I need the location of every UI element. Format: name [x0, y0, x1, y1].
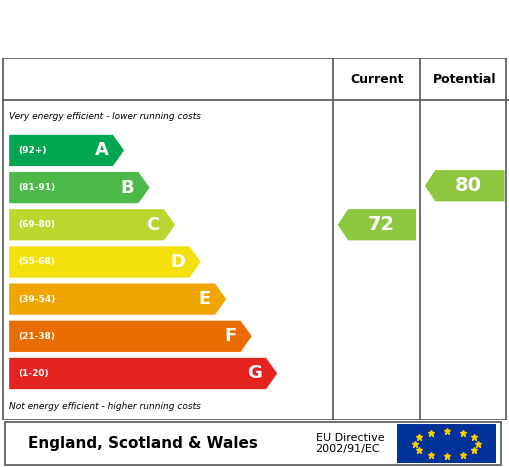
Polygon shape: [9, 283, 226, 315]
Polygon shape: [9, 358, 277, 389]
Polygon shape: [9, 209, 175, 241]
Polygon shape: [9, 135, 124, 166]
Text: 80: 80: [455, 176, 482, 195]
Text: E: E: [199, 290, 211, 308]
Text: England, Scotland & Wales: England, Scotland & Wales: [27, 436, 258, 451]
Text: (92+): (92+): [18, 146, 47, 155]
Text: B: B: [121, 178, 134, 197]
Polygon shape: [9, 172, 150, 203]
Text: EU Directive
2002/91/EC: EU Directive 2002/91/EC: [316, 433, 384, 454]
Polygon shape: [9, 321, 252, 352]
Text: G: G: [247, 364, 262, 382]
Text: Current: Current: [350, 73, 404, 85]
Text: (69-80): (69-80): [18, 220, 55, 229]
Text: (55-68): (55-68): [18, 257, 55, 267]
Bar: [397, 424, 496, 463]
Text: F: F: [224, 327, 237, 345]
Text: Not energy efficient - higher running costs: Not energy efficient - higher running co…: [9, 402, 201, 411]
Text: Energy Efficiency Rating: Energy Efficiency Rating: [15, 17, 341, 41]
Text: (1-20): (1-20): [18, 369, 49, 378]
Text: (39-54): (39-54): [18, 295, 55, 304]
Text: C: C: [147, 216, 160, 234]
Text: (81-91): (81-91): [18, 183, 55, 192]
Text: (21-38): (21-38): [18, 332, 55, 341]
Text: 72: 72: [367, 215, 394, 234]
Text: Potential: Potential: [433, 73, 496, 85]
Text: Very energy efficient - lower running costs: Very energy efficient - lower running co…: [9, 112, 201, 121]
Text: A: A: [95, 142, 109, 159]
Polygon shape: [9, 247, 201, 277]
Polygon shape: [425, 170, 504, 201]
Text: D: D: [171, 253, 185, 271]
Polygon shape: [338, 209, 416, 241]
